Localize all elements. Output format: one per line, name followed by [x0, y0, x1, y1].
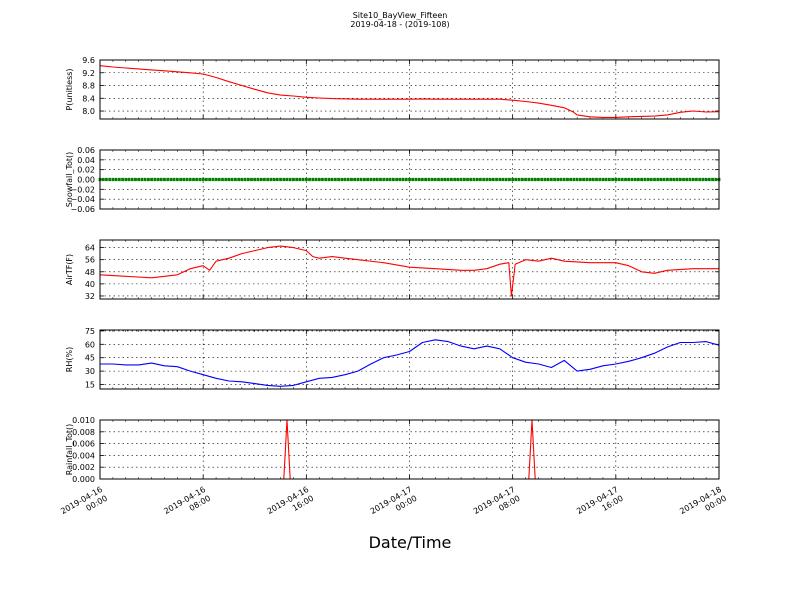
x-axis-label: Date/Time	[368, 533, 452, 552]
x-tick-label: 2019-04-1600:00	[59, 485, 109, 525]
y-tick-label: 0.006	[72, 440, 95, 449]
y-tick-label: 9.2	[82, 69, 95, 78]
y-tick-label: 0.008	[72, 428, 95, 437]
y-tick-label: 56	[85, 256, 95, 265]
y-tick-label: 32	[85, 292, 95, 301]
y-tick-label: 0.004	[72, 451, 95, 460]
y-tick-label: 0.00	[77, 176, 95, 185]
y-tick-label: 8.8	[82, 82, 95, 91]
x-tick-label: 2019-04-1616:00	[266, 485, 316, 525]
plot-frame	[99, 149, 720, 210]
x-tick-label: 2019-04-1708:00	[472, 485, 522, 525]
plot-frame	[99, 239, 720, 300]
y-tick-label: 15	[85, 381, 95, 390]
y-tick-label: −0.04	[70, 195, 95, 204]
y-axis-label: AirTF(F)	[65, 254, 74, 285]
y-axis-label: Snowfall_Tot()	[65, 152, 74, 208]
plot-frame	[99, 59, 720, 120]
y-tick-label: 0.04	[77, 156, 95, 165]
y-tick-label: 0.02	[77, 166, 95, 175]
y-tick-label: −0.02	[70, 185, 95, 194]
y-tick-label: 45	[85, 354, 95, 363]
x-tick-label: 2019-04-1716:00	[575, 485, 625, 525]
plot-frame	[99, 419, 720, 480]
y-tick-label: 0.002	[72, 463, 95, 472]
x-tick-label: 2019-04-1800:00	[678, 485, 728, 525]
chart-title: Site10_BayView_Fifteen	[352, 11, 448, 20]
y-tick-label: 48	[85, 268, 95, 277]
x-tick-label: 2019-04-1700:00	[369, 485, 419, 525]
y-tick-label: 0.000	[72, 475, 95, 484]
y-tick-label: 60	[85, 340, 95, 349]
y-tick-label: 0.010	[72, 416, 95, 425]
y-axis-label: Rainfall_Tot()	[65, 424, 74, 476]
y-tick-label: 40	[85, 280, 95, 289]
y-tick-label: 75	[85, 327, 95, 336]
x-tick-label: 2019-04-1608:00	[162, 485, 212, 525]
y-tick-label: 30	[85, 367, 95, 376]
y-tick-label: −0.06	[70, 205, 95, 214]
y-tick-label: 8.4	[82, 94, 95, 103]
y-axis-label: P(unitless)	[65, 68, 74, 110]
plot-frame	[99, 329, 720, 390]
y-axis-label: RH(%)	[65, 347, 74, 372]
y-tick-label: 8.0	[82, 107, 95, 116]
chart-subtitle: 2019-04-18 - (2019-108)	[350, 20, 450, 29]
y-tick-label: 64	[85, 244, 95, 253]
series-line	[99, 65, 720, 118]
series-line	[525, 419, 719, 480]
series-line	[99, 245, 719, 297]
series-line	[100, 339, 720, 387]
y-tick-label: 0.06	[77, 146, 95, 155]
y-tick-label: 9.6	[82, 56, 95, 65]
